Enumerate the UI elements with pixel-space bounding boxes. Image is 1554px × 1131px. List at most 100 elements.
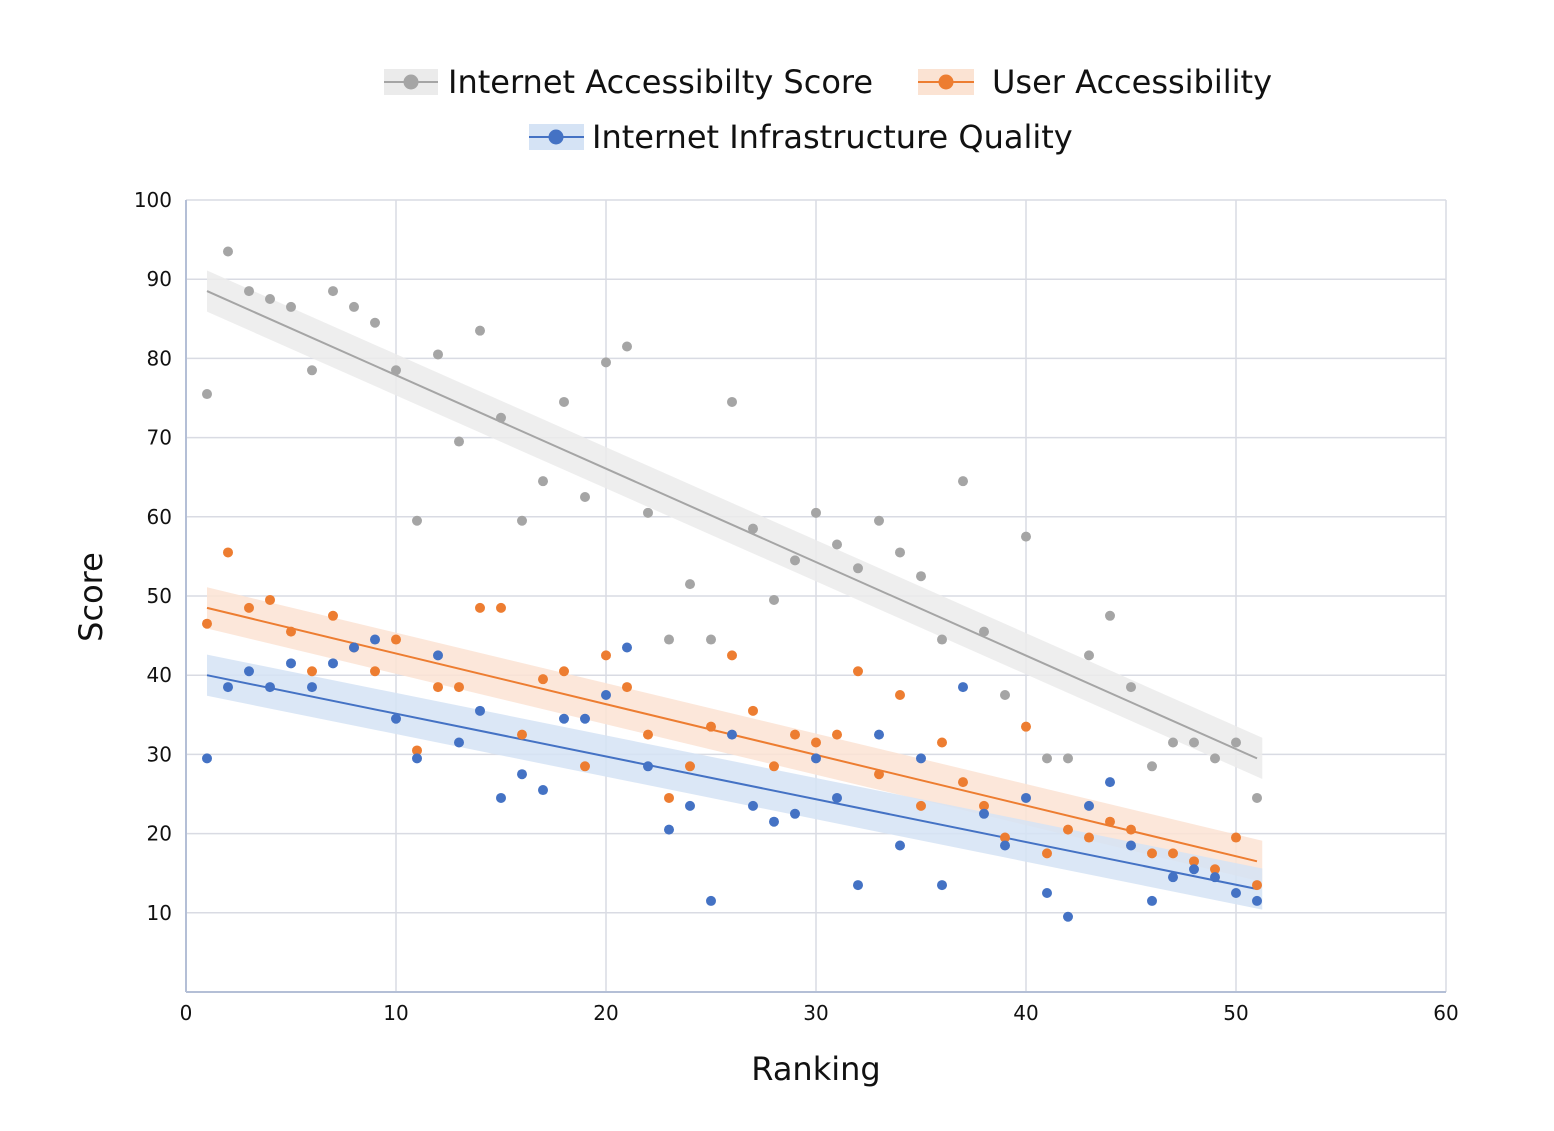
data-point bbox=[454, 682, 464, 693]
legend-label: User Accessibility bbox=[992, 63, 1272, 101]
data-point bbox=[916, 571, 926, 582]
data-point bbox=[1231, 888, 1241, 898]
data-point bbox=[1147, 848, 1157, 859]
data-point bbox=[769, 816, 779, 827]
data-point bbox=[685, 579, 695, 590]
data-point bbox=[1063, 824, 1073, 835]
data-point bbox=[202, 618, 212, 629]
data-point bbox=[811, 737, 821, 748]
data-point bbox=[391, 713, 401, 724]
data-point bbox=[622, 682, 632, 693]
data-point bbox=[895, 547, 905, 558]
data-point bbox=[1000, 832, 1010, 843]
data-point bbox=[1126, 824, 1136, 835]
data-point bbox=[916, 800, 926, 811]
data-point bbox=[706, 721, 716, 732]
data-point bbox=[1147, 761, 1157, 772]
data-point bbox=[1168, 872, 1178, 883]
data-point bbox=[748, 800, 758, 811]
data-point bbox=[580, 713, 590, 724]
data-point bbox=[1084, 650, 1094, 661]
legend-item-internet-accessibility-score: Internet Accessibilty Score bbox=[384, 63, 873, 101]
data-point bbox=[580, 761, 590, 772]
x-axis-title: Ranking bbox=[751, 1050, 880, 1088]
x-tick-label: 10 bbox=[383, 1001, 408, 1025]
data-point bbox=[895, 840, 905, 851]
data-point bbox=[475, 602, 485, 613]
data-point bbox=[328, 658, 338, 669]
data-point bbox=[307, 682, 317, 693]
data-point bbox=[1084, 832, 1094, 843]
data-point bbox=[538, 674, 548, 685]
data-point bbox=[601, 690, 611, 700]
data-point bbox=[664, 634, 674, 645]
x-tick-label: 60 bbox=[1433, 1001, 1458, 1025]
data-point bbox=[1063, 911, 1073, 922]
data-point bbox=[223, 682, 233, 693]
data-point bbox=[1126, 682, 1136, 693]
data-point bbox=[412, 745, 422, 756]
y-tick-label: 30 bbox=[147, 742, 172, 766]
data-point bbox=[622, 341, 632, 352]
data-point bbox=[1252, 895, 1262, 906]
data-point bbox=[937, 880, 947, 891]
data-point bbox=[496, 792, 506, 803]
data-point bbox=[832, 792, 842, 803]
data-point bbox=[538, 785, 548, 796]
x-tick-label: 20 bbox=[593, 1001, 618, 1025]
data-point bbox=[916, 753, 926, 764]
trendline bbox=[206, 674, 1258, 891]
data-point bbox=[1147, 895, 1157, 906]
data-point bbox=[328, 610, 338, 621]
legend-label: Internet Accessibilty Score bbox=[448, 63, 873, 101]
data-point bbox=[1021, 721, 1031, 732]
data-point bbox=[391, 365, 401, 376]
data-point bbox=[958, 682, 968, 693]
data-point bbox=[1189, 856, 1199, 867]
data-point bbox=[1042, 848, 1052, 859]
data-point bbox=[727, 729, 737, 740]
data-point bbox=[979, 800, 989, 811]
data-point bbox=[454, 737, 464, 748]
x-tick-label: 0 bbox=[180, 1001, 193, 1025]
y-tick-label: 10 bbox=[147, 901, 172, 925]
data-point bbox=[433, 349, 443, 360]
data-point bbox=[958, 777, 968, 788]
data-point bbox=[622, 642, 632, 653]
data-point bbox=[244, 602, 254, 613]
data-point bbox=[937, 737, 947, 748]
data-point bbox=[1168, 737, 1178, 748]
data-point bbox=[1252, 880, 1262, 891]
confidence-band bbox=[207, 270, 1263, 779]
data-point bbox=[1063, 753, 1073, 764]
legend: Internet Accessibilty Score User Accessi… bbox=[384, 63, 1272, 156]
data-point bbox=[1210, 872, 1220, 883]
data-point bbox=[559, 396, 569, 407]
data-point bbox=[1000, 840, 1010, 851]
data-point bbox=[643, 729, 653, 740]
data-point bbox=[349, 642, 359, 653]
data-point bbox=[1042, 753, 1052, 764]
data-point bbox=[307, 365, 317, 376]
data-point bbox=[664, 824, 674, 835]
trendline bbox=[206, 290, 1258, 760]
data-point bbox=[664, 792, 674, 803]
data-point bbox=[370, 317, 380, 328]
data-point bbox=[643, 507, 653, 518]
data-point bbox=[370, 666, 380, 677]
data-point bbox=[517, 515, 527, 526]
data-point bbox=[706, 634, 716, 645]
data-point bbox=[895, 690, 905, 700]
legend-label: Internet Infrastructure Quality bbox=[592, 118, 1073, 156]
y-tick-label: 20 bbox=[147, 822, 172, 846]
data-point bbox=[1189, 737, 1199, 748]
y-axis-title: Score bbox=[72, 552, 110, 642]
data-point bbox=[223, 246, 233, 257]
data-point bbox=[601, 650, 611, 661]
data-point bbox=[1168, 848, 1178, 859]
data-point bbox=[433, 682, 443, 693]
data-point bbox=[727, 396, 737, 407]
data-point bbox=[412, 753, 422, 764]
data-point bbox=[1021, 531, 1031, 542]
